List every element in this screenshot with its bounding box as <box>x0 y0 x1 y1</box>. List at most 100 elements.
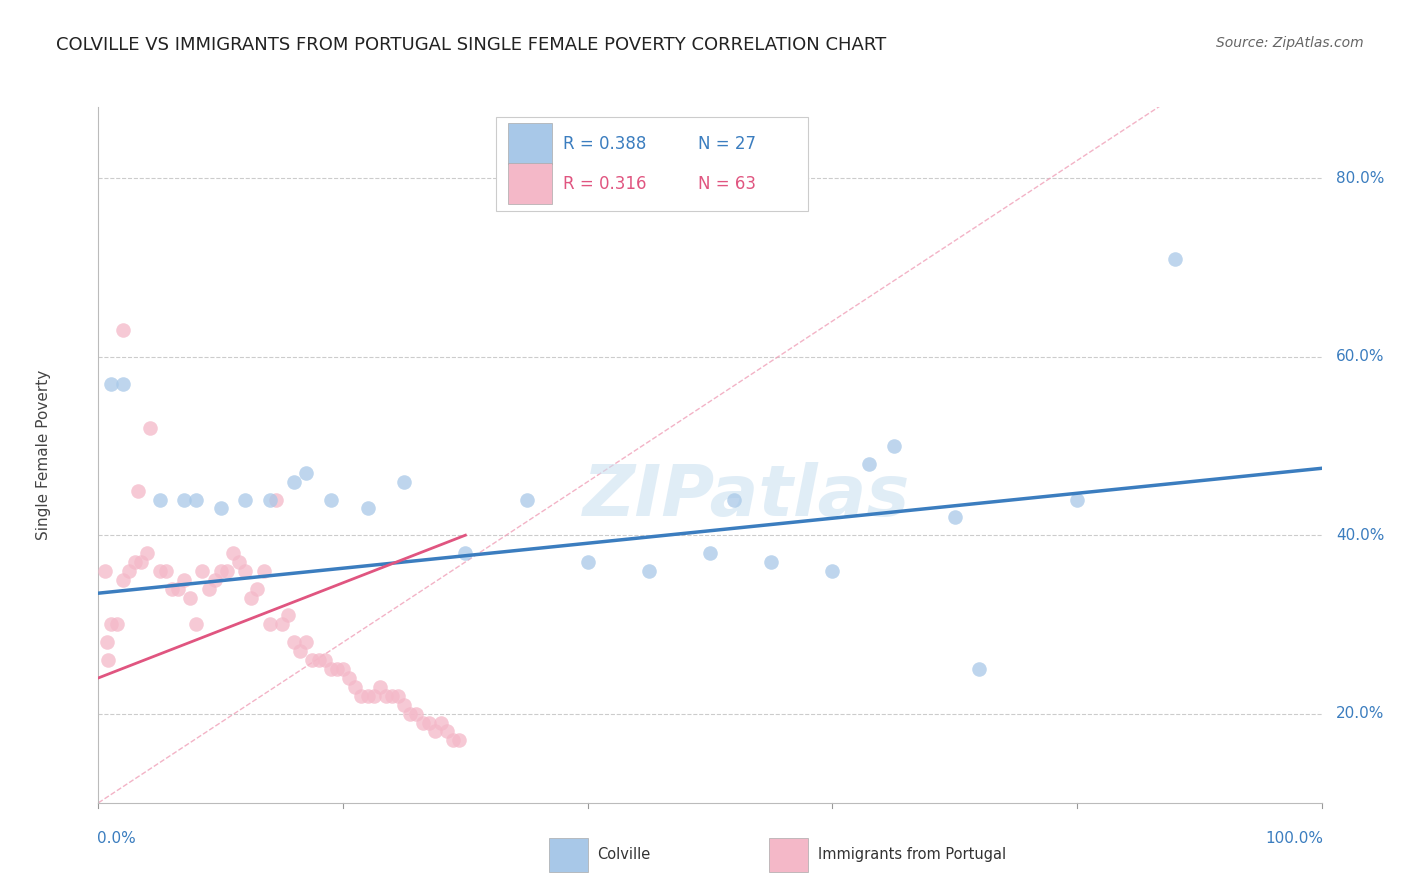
Text: R = 0.388: R = 0.388 <box>564 135 647 153</box>
Point <box>412 715 434 730</box>
Point <box>233 492 256 507</box>
Point <box>332 662 354 676</box>
Point <box>191 564 214 578</box>
Point <box>441 733 464 747</box>
Point <box>301 653 323 667</box>
Point <box>149 564 172 578</box>
Point <box>186 617 208 632</box>
Point <box>356 501 378 516</box>
Point <box>111 376 134 391</box>
Point <box>858 457 880 471</box>
Point <box>160 582 183 596</box>
Point <box>295 466 318 480</box>
Point <box>118 564 141 578</box>
Point <box>449 733 471 747</box>
Point <box>222 546 245 560</box>
Point <box>215 564 238 578</box>
Point <box>228 555 250 569</box>
Text: N = 27: N = 27 <box>697 135 756 153</box>
Text: Single Female Poverty: Single Female Poverty <box>37 370 51 540</box>
Point <box>100 617 122 632</box>
Point <box>155 564 177 578</box>
Point <box>381 689 404 703</box>
Point <box>197 582 219 596</box>
Point <box>96 635 118 649</box>
Text: COLVILLE VS IMMIGRANTS FROM PORTUGAL SINGLE FEMALE POVERTY CORRELATION CHART: COLVILLE VS IMMIGRANTS FROM PORTUGAL SIN… <box>56 36 887 54</box>
Point <box>204 573 226 587</box>
Point <box>392 698 416 712</box>
FancyBboxPatch shape <box>508 123 553 164</box>
Text: 0.0%: 0.0% <box>97 830 136 846</box>
Point <box>259 617 281 632</box>
Point <box>319 662 342 676</box>
Point <box>295 635 318 649</box>
Point <box>264 492 287 507</box>
Point <box>173 492 195 507</box>
Point <box>699 546 721 560</box>
Point <box>129 555 152 569</box>
Point <box>149 492 172 507</box>
Point <box>883 439 905 453</box>
Point <box>1066 492 1088 507</box>
Text: Immigrants from Portugal: Immigrants from Portugal <box>818 847 1005 863</box>
Point <box>233 564 256 578</box>
Point <box>576 555 599 569</box>
Point <box>363 689 385 703</box>
Point <box>139 421 162 435</box>
Point <box>308 653 330 667</box>
Point <box>105 617 128 632</box>
Point <box>761 555 783 569</box>
Point <box>319 492 342 507</box>
Text: Source: ZipAtlas.com: Source: ZipAtlas.com <box>1216 36 1364 50</box>
Point <box>350 689 373 703</box>
Point <box>270 617 294 632</box>
Point <box>399 706 422 721</box>
Point <box>418 715 440 730</box>
Point <box>967 662 990 676</box>
Text: 60.0%: 60.0% <box>1336 350 1385 364</box>
Point <box>283 635 305 649</box>
Text: 80.0%: 80.0% <box>1336 171 1385 186</box>
Point <box>179 591 201 605</box>
Point <box>436 724 458 739</box>
Point <box>326 662 349 676</box>
Text: N = 63: N = 63 <box>697 175 756 193</box>
Point <box>430 715 453 730</box>
Point <box>186 492 208 507</box>
Point <box>173 573 195 587</box>
Text: 100.0%: 100.0% <box>1265 830 1323 846</box>
Point <box>209 501 232 516</box>
Point <box>392 475 416 489</box>
Point <box>290 644 312 658</box>
Point <box>943 510 966 524</box>
Point <box>374 689 396 703</box>
Point <box>93 564 115 578</box>
Point <box>111 573 134 587</box>
Text: R = 0.316: R = 0.316 <box>564 175 647 193</box>
Point <box>136 546 159 560</box>
Point <box>127 483 149 498</box>
Point <box>344 680 367 694</box>
Text: Colville: Colville <box>598 847 651 863</box>
Point <box>387 689 409 703</box>
Point <box>337 671 360 685</box>
Point <box>516 492 538 507</box>
Point <box>167 582 190 596</box>
Point <box>246 582 269 596</box>
Point <box>283 475 305 489</box>
Point <box>111 323 134 337</box>
Text: 20.0%: 20.0% <box>1336 706 1385 721</box>
Point <box>1164 252 1187 266</box>
Text: 40.0%: 40.0% <box>1336 528 1385 542</box>
Point <box>368 680 391 694</box>
FancyBboxPatch shape <box>769 838 808 872</box>
Point <box>252 564 274 578</box>
Text: ZIPatlas: ZIPatlas <box>583 462 911 531</box>
Point <box>723 492 745 507</box>
Point <box>240 591 263 605</box>
Point <box>209 564 232 578</box>
FancyBboxPatch shape <box>548 838 588 872</box>
Point <box>100 376 122 391</box>
Point <box>314 653 336 667</box>
Point <box>277 608 299 623</box>
